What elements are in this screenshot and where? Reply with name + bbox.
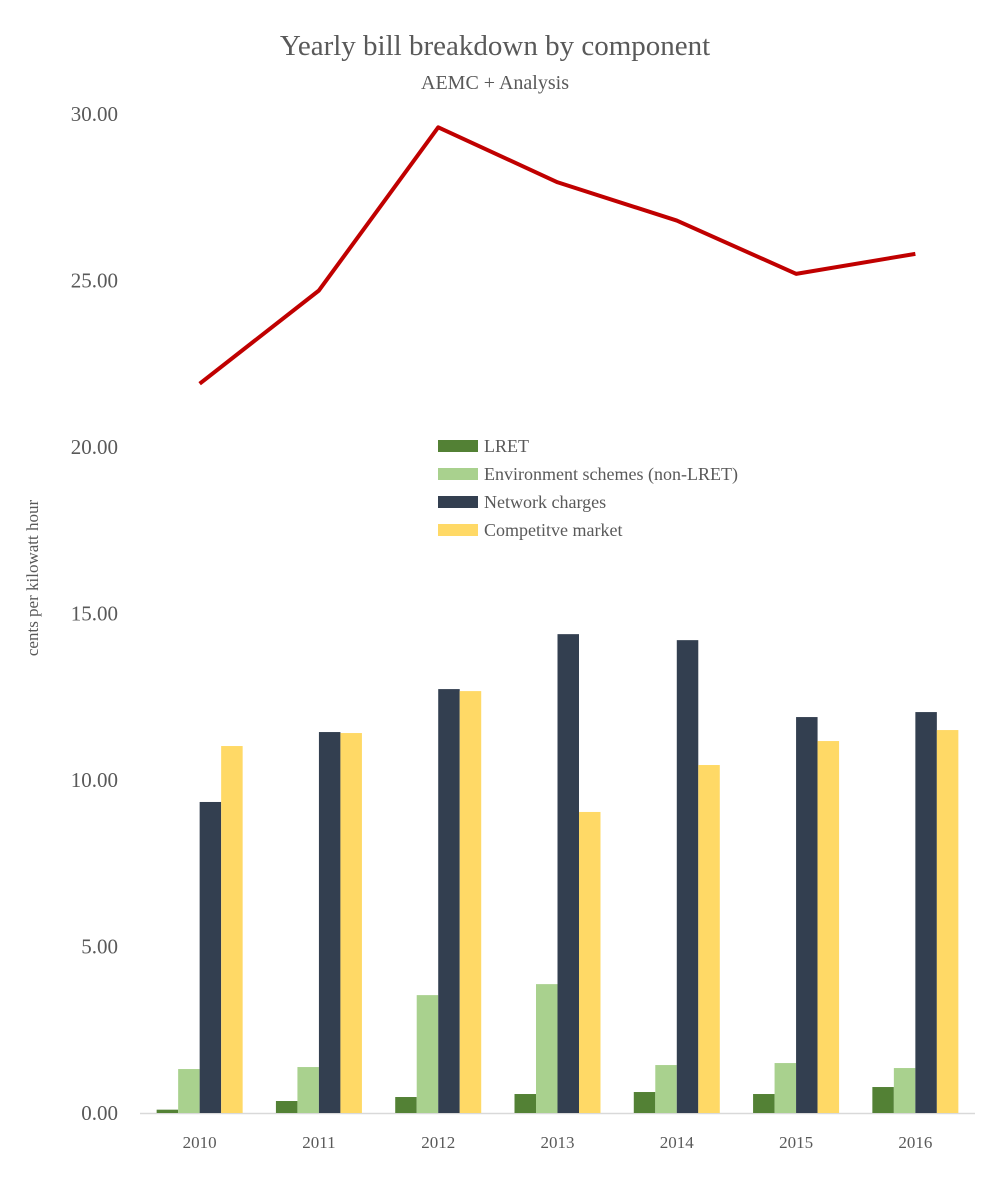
legend-swatch <box>438 496 478 508</box>
bar-environment-schemes-non-lret--2014 <box>655 1065 677 1113</box>
bar-environment-schemes-non-lret--2010 <box>178 1069 200 1113</box>
y-axis-label: cents per kilowatt hour <box>23 500 42 657</box>
bar-competitve-market-2015 <box>817 741 840 1113</box>
x-tick-label: 2014 <box>660 1133 695 1152</box>
bar-lret-2014 <box>633 1092 656 1113</box>
y-tick-label: 10.00 <box>71 768 118 792</box>
bar-competitve-market-2011 <box>340 733 362 1113</box>
y-tick-label: 30.00 <box>71 102 118 126</box>
bar-network-charges-2014 <box>676 640 699 1113</box>
bar-network-charges-2013 <box>557 634 579 1113</box>
x-tick-label: 2013 <box>541 1133 575 1152</box>
bar-competitve-market-2013 <box>579 811 601 1113</box>
y-tick-label: 0.00 <box>81 1101 118 1125</box>
bar-competitve-market-2016 <box>936 730 959 1113</box>
y-tick-label: 5.00 <box>81 935 118 959</box>
bar-competitve-market-2010 <box>221 746 243 1113</box>
bar-environment-schemes-non-lret--2013 <box>536 984 558 1113</box>
chart-subtitle: AEMC + Analysis <box>421 72 569 94</box>
bar-network-charges-2012 <box>438 689 460 1113</box>
legend-label: LRET <box>484 436 529 456</box>
bar-environment-schemes-non-lret--2012 <box>416 995 439 1113</box>
x-tick-label: 2010 <box>183 1133 217 1152</box>
bar-network-charges-2011 <box>318 732 341 1113</box>
total-line <box>198 125 916 386</box>
y-tick-label: 20.00 <box>71 435 118 459</box>
bar-network-charges-2015 <box>796 717 818 1113</box>
bar-lret-2012 <box>395 1097 417 1113</box>
bar-environment-schemes-non-lret--2011 <box>297 1067 319 1113</box>
legend-swatch <box>438 468 478 480</box>
x-tick-label: 2011 <box>302 1133 335 1152</box>
legend-label: Environment schemes (non-LRET) <box>484 464 738 485</box>
bar-network-charges-2010 <box>199 801 222 1113</box>
chart-title: Yearly bill breakdown by component <box>279 30 711 62</box>
bar-lret-2010 <box>156 1109 179 1113</box>
x-tick-label: 2012 <box>421 1133 455 1152</box>
y-tick-label: 15.00 <box>71 602 118 626</box>
x-tick-label: 2015 <box>779 1133 813 1152</box>
legend-swatch <box>438 524 478 536</box>
bar-environment-schemes-non-lret--2015 <box>774 1063 797 1113</box>
bar-lret-2015 <box>753 1094 775 1113</box>
x-tick-label: 2016 <box>898 1133 932 1152</box>
bar-lret-2016 <box>872 1087 894 1113</box>
bar-network-charges-2016 <box>915 712 937 1113</box>
y-tick-label: 25.00 <box>71 269 118 293</box>
bar-environment-schemes-non-lret--2016 <box>893 1068 916 1113</box>
bar-lret-2011 <box>275 1101 298 1113</box>
legend-label: Competitve market <box>484 520 622 540</box>
legend-swatch <box>438 440 478 452</box>
bar-competitve-market-2012 <box>459 691 482 1113</box>
bar-competitve-market-2014 <box>698 765 720 1113</box>
bar-lret-2013 <box>514 1094 536 1113</box>
legend-label: Network charges <box>484 492 606 512</box>
